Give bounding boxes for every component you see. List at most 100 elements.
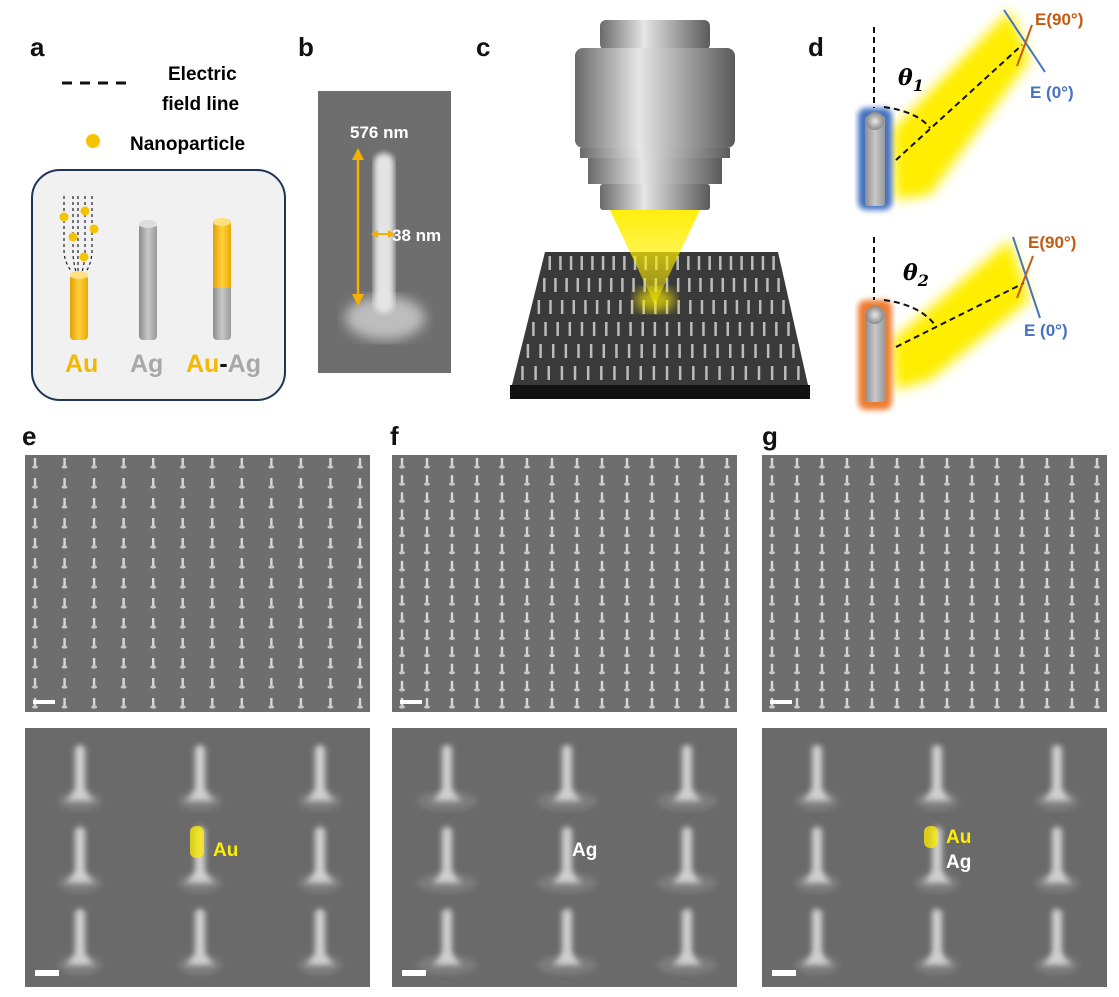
pillar xyxy=(607,300,611,314)
pillar xyxy=(525,698,529,707)
pillar xyxy=(400,663,404,673)
pillar xyxy=(559,256,562,270)
length-arrow-icon xyxy=(352,148,364,306)
pillar xyxy=(920,663,924,673)
pillar xyxy=(240,478,244,487)
pillar xyxy=(1095,612,1099,622)
pillar xyxy=(820,560,824,570)
au-ag-label: Au-Ag xyxy=(186,350,261,378)
substrate-base xyxy=(510,385,810,399)
pillar xyxy=(650,663,654,673)
pillar xyxy=(945,475,949,485)
pillar xyxy=(425,560,429,570)
pillar xyxy=(787,322,790,336)
pillar xyxy=(151,558,155,567)
pillar xyxy=(743,278,747,292)
pillar xyxy=(641,322,644,336)
pillar xyxy=(450,646,454,656)
pillar xyxy=(995,612,999,622)
pillar xyxy=(211,638,214,647)
pillar xyxy=(782,300,785,314)
pillar xyxy=(600,595,604,605)
pillar xyxy=(1020,629,1024,639)
pillar xyxy=(675,698,679,707)
pillar xyxy=(754,344,757,358)
pillar xyxy=(550,698,554,707)
pillar xyxy=(725,680,729,690)
pillar xyxy=(122,678,125,687)
pillar xyxy=(1020,543,1024,553)
pillar xyxy=(270,558,273,567)
panel-label-e: e xyxy=(22,421,36,451)
pillar xyxy=(845,578,849,587)
pillar xyxy=(400,629,404,639)
pillar xyxy=(240,518,244,527)
pillar xyxy=(92,578,96,587)
theta2-label: θ2 xyxy=(903,260,929,290)
pillar xyxy=(270,678,273,687)
pillar xyxy=(33,618,37,627)
pillar xyxy=(211,498,214,507)
pillar xyxy=(92,618,96,627)
pillar xyxy=(995,492,999,502)
pillar xyxy=(500,646,504,656)
pillar xyxy=(400,475,404,485)
pillar xyxy=(560,300,564,314)
field-lines-icon xyxy=(63,196,93,273)
pillar xyxy=(625,698,629,707)
pillar xyxy=(425,475,429,485)
pillar xyxy=(400,646,404,656)
pillar xyxy=(970,578,974,587)
pillar xyxy=(627,344,631,358)
pillar xyxy=(600,543,604,553)
pillar xyxy=(653,344,656,358)
pillar xyxy=(770,366,774,380)
pillar xyxy=(625,509,629,519)
pillar xyxy=(329,478,332,487)
pillar xyxy=(1020,458,1024,467)
pillar xyxy=(870,646,874,656)
pillar xyxy=(845,595,849,605)
pillar xyxy=(697,256,701,270)
pillar xyxy=(564,344,568,358)
pillar xyxy=(700,543,704,553)
pillar xyxy=(600,526,604,536)
pillar xyxy=(400,560,404,570)
pillar xyxy=(625,475,629,485)
pillar xyxy=(795,475,799,485)
pillar xyxy=(299,598,303,607)
legend-line-label-2: field line xyxy=(162,94,239,115)
pillar xyxy=(560,366,564,380)
pillar xyxy=(425,663,429,673)
pillar xyxy=(1070,578,1074,587)
pillar xyxy=(895,698,899,707)
pillar xyxy=(240,698,244,707)
pillar xyxy=(122,598,125,607)
pillar xyxy=(270,518,273,527)
pillar xyxy=(299,558,303,567)
pillar xyxy=(1045,475,1049,485)
pillar xyxy=(665,366,669,380)
panel-label-f: f xyxy=(390,421,399,451)
pillar xyxy=(425,578,429,587)
pillar xyxy=(700,646,704,656)
pillar xyxy=(945,492,949,502)
pillar xyxy=(625,526,629,536)
pillar xyxy=(725,509,729,519)
pillar xyxy=(921,909,953,965)
pillar xyxy=(575,492,579,502)
pillar xyxy=(678,344,681,358)
pillar xyxy=(33,558,37,567)
pillar xyxy=(64,827,96,883)
pillar xyxy=(945,595,949,605)
panel-a: a Electric field line Nanoparticle Au Ag… xyxy=(30,32,286,401)
pillar xyxy=(738,322,742,336)
pillar xyxy=(450,509,454,519)
pillar xyxy=(770,560,774,570)
pillar xyxy=(744,366,748,380)
pillar xyxy=(795,612,799,622)
pillar xyxy=(1070,629,1074,639)
pillar xyxy=(920,680,924,690)
pillar xyxy=(820,680,824,690)
